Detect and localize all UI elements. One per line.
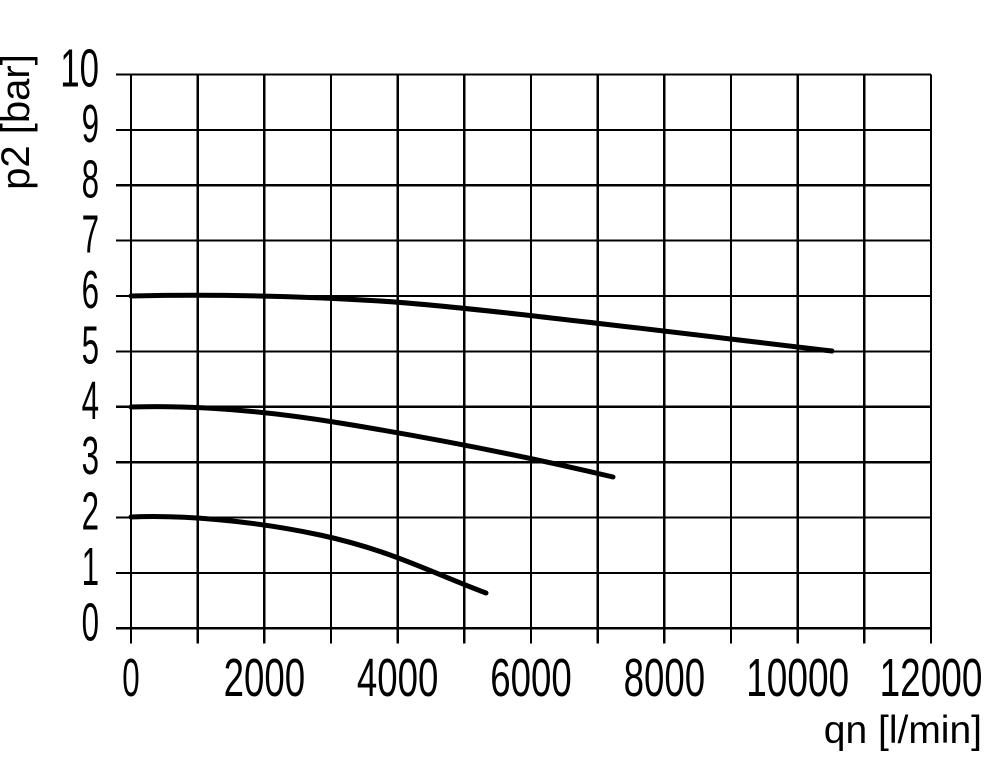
svg-text:qn [l/min]: qn [l/min]	[824, 709, 982, 752]
svg-text:9: 9	[82, 94, 99, 154]
svg-text:2000: 2000	[224, 648, 306, 708]
svg-text:1: 1	[82, 537, 99, 597]
svg-text:6: 6	[82, 260, 99, 320]
svg-text:0: 0	[122, 648, 139, 708]
svg-text:5: 5	[82, 315, 99, 375]
svg-text:8000: 8000	[624, 648, 706, 708]
svg-text:4000: 4000	[357, 648, 439, 708]
svg-text:2: 2	[82, 482, 99, 542]
svg-text:3: 3	[82, 426, 99, 486]
svg-text:p2 [bar]: p2 [bar]	[0, 54, 38, 190]
svg-text:8: 8	[82, 149, 99, 209]
svg-text:4: 4	[82, 371, 99, 431]
svg-text:12000: 12000	[880, 648, 983, 708]
svg-text:10000: 10000	[746, 648, 849, 708]
svg-text:6000: 6000	[490, 648, 572, 708]
svg-text:10: 10	[60, 39, 99, 99]
svg-text:7: 7	[82, 205, 99, 265]
svg-text:0: 0	[82, 592, 99, 652]
